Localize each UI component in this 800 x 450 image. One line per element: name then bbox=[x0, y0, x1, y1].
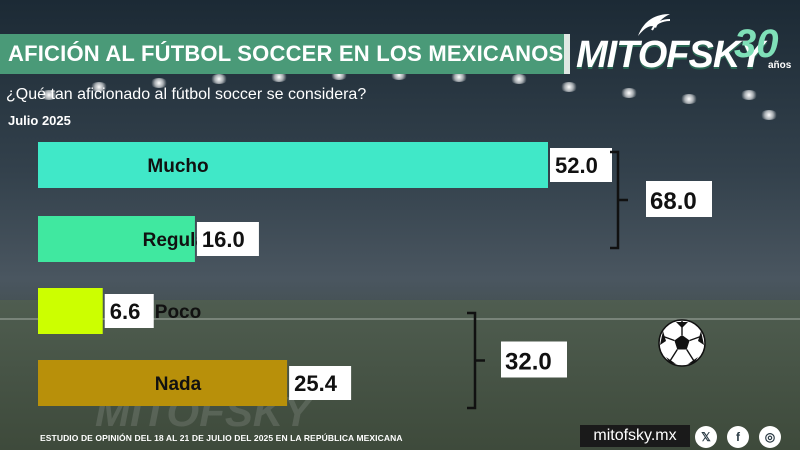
value-label-bg bbox=[196, 222, 259, 256]
group-total: 68.0 bbox=[650, 188, 697, 215]
group-bracket bbox=[467, 311, 485, 410]
instagram-icon[interactable]: ◎ bbox=[759, 426, 781, 448]
page-title: AFICIÓN AL FÚTBOL SOCCER EN LOS MEXICANO… bbox=[8, 41, 564, 66]
value-label-bg bbox=[104, 294, 154, 328]
chart-question: ¿Qué tan aficionado al fútbol soccer se … bbox=[6, 86, 367, 103]
logo-number: 30 bbox=[734, 22, 779, 66]
bar-mucho bbox=[38, 142, 548, 188]
bird-icon bbox=[638, 14, 671, 36]
value-label-bg bbox=[550, 148, 612, 182]
title-band: AFICIÓN AL FÚTBOL SOCCER EN LOS MEXICANO… bbox=[0, 34, 570, 74]
bar-label-mucho: Mucho bbox=[147, 156, 208, 177]
value-label-mucho: 52.0 bbox=[555, 153, 598, 178]
stadium-lights bbox=[0, 60, 800, 130]
soccer-ball-icon bbox=[658, 319, 706, 367]
bar-nada bbox=[38, 360, 288, 406]
bar-poco bbox=[38, 288, 103, 334]
value-label-poco: 6.6 bbox=[110, 299, 141, 324]
value-label-regular: 16.0 bbox=[202, 227, 245, 252]
bar-label-nada: Nada bbox=[155, 374, 202, 395]
group-total: 32.0 bbox=[505, 349, 552, 376]
bar-label-poco: Poco bbox=[155, 302, 201, 323]
bar-regular bbox=[38, 216, 195, 262]
bar-label-regular: Regular bbox=[143, 230, 214, 251]
logo-brand: MITOFSKY bbox=[576, 34, 765, 76]
facebook-icon[interactable]: f bbox=[727, 426, 749, 448]
group-total-bg bbox=[646, 181, 712, 217]
study-note: ESTUDIO DE OPINIÓN DEL 18 AL 21 DE JULIO… bbox=[40, 433, 403, 443]
value-label-bg bbox=[289, 366, 352, 400]
group-total-bg bbox=[501, 341, 567, 378]
logo-years: años bbox=[768, 60, 792, 71]
x-icon[interactable]: 𝕏 bbox=[695, 426, 717, 448]
group-bracket bbox=[610, 150, 628, 250]
site-link[interactable]: mitofsky.mx bbox=[580, 425, 690, 447]
mitofsky-logo: MITOFSKY 30 años bbox=[576, 10, 796, 80]
field-line bbox=[0, 318, 800, 320]
value-label-nada: 25.4 bbox=[294, 371, 338, 396]
chart-date: Julio 2025 bbox=[8, 113, 71, 128]
